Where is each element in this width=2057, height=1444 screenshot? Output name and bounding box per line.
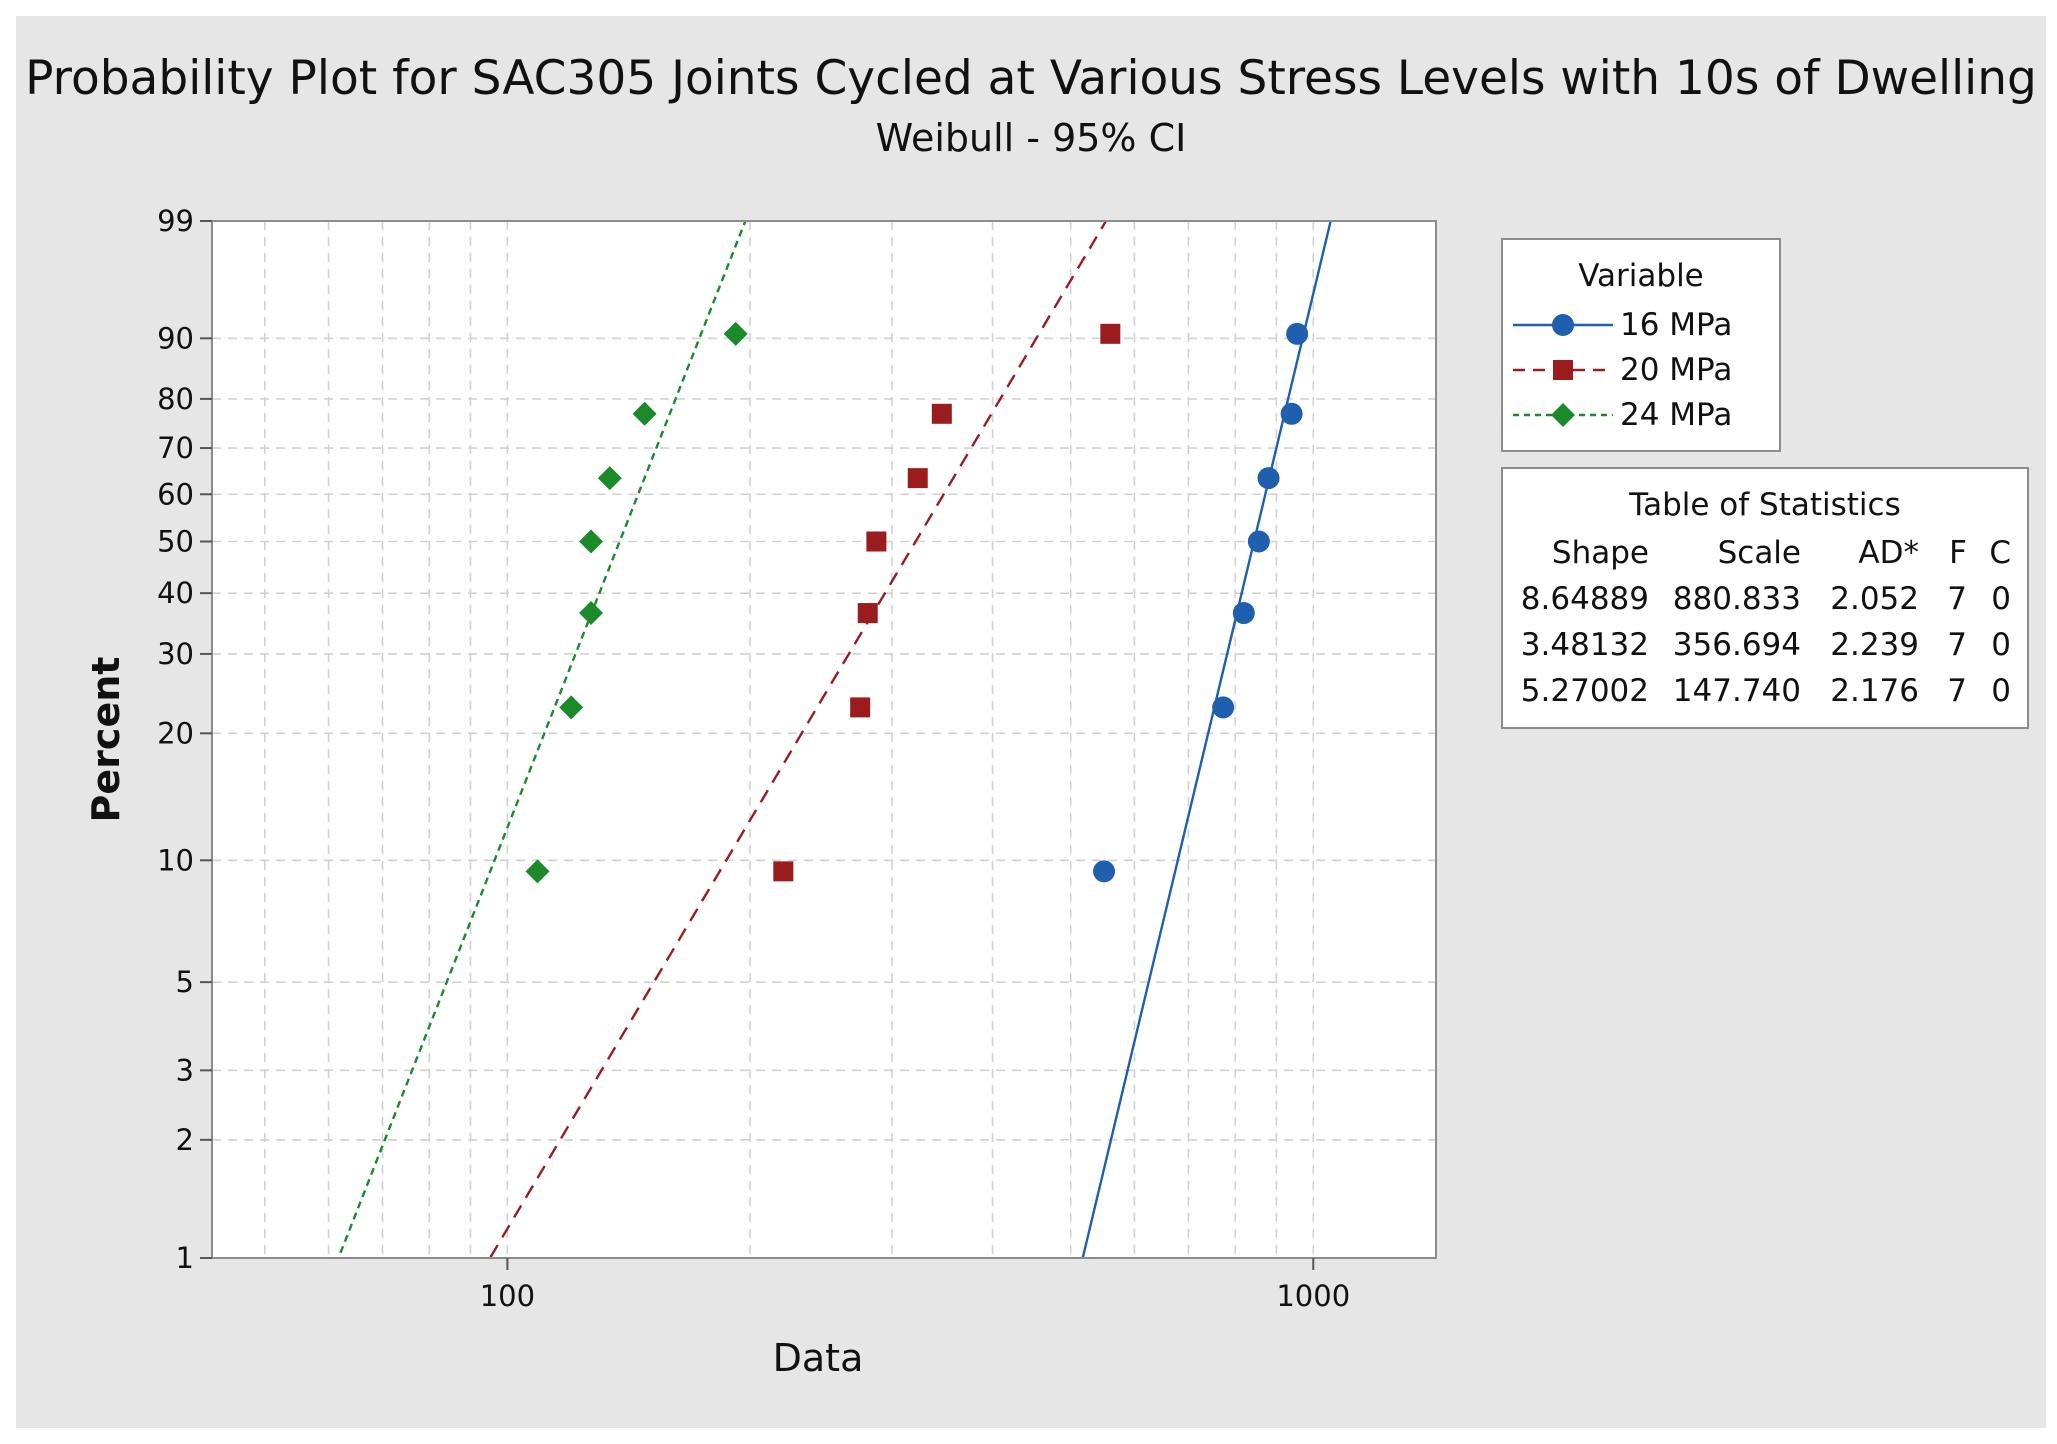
point-20-mpa xyxy=(1100,323,1121,344)
stats-cell: 880.833 xyxy=(1672,581,1801,617)
stats-cell: 7 xyxy=(1947,673,1967,709)
y-tick-label: 1 xyxy=(176,1241,194,1275)
gridlines xyxy=(212,221,1436,1258)
point-24-mpa xyxy=(723,321,748,346)
x-tick-label: 1000 xyxy=(1276,1279,1350,1313)
point-24-mpa xyxy=(579,529,604,554)
stats-cell: 2.239 xyxy=(1830,627,1919,663)
point-24-mpa xyxy=(579,601,604,626)
y-tick-label: 3 xyxy=(176,1053,194,1087)
y-axis-ticks: 1 2 3 5 10 20 30 40 50 60 70 80 90 99 xyxy=(157,204,212,1275)
point-16-mpa xyxy=(1247,530,1270,553)
stats-cell: 3.48132 xyxy=(1520,627,1649,663)
point-16-mpa xyxy=(1232,602,1255,625)
y-tick-label: 50 xyxy=(157,524,194,558)
point-24-mpa xyxy=(559,695,584,720)
legend-swatch-20mpa xyxy=(1513,360,1613,380)
stats-cell: 2.176 xyxy=(1830,673,1919,709)
stats-cell: 5.27002 xyxy=(1520,673,1649,709)
stats-cell: 8.64889 xyxy=(1520,581,1649,617)
legend-swatch-24mpa xyxy=(1513,403,1613,427)
legend-label-24mpa: 24 MPa xyxy=(1620,397,1733,433)
legend-title: Variable xyxy=(1578,258,1704,294)
y-tick-label: 99 xyxy=(157,204,194,238)
point-24-mpa xyxy=(525,859,550,884)
stats-header-shape: Shape xyxy=(1551,535,1649,571)
legend: Variable 16 MPa 20 MPa 24 MPa xyxy=(1501,238,1781,452)
y-tick-label: 5 xyxy=(176,965,194,999)
y-tick-label: 20 xyxy=(157,716,194,750)
stats-header-c: C xyxy=(1989,535,2011,571)
y-tick-label: 2 xyxy=(176,1123,194,1157)
stats-header-scale: Scale xyxy=(1717,535,1801,571)
point-16-mpa xyxy=(1280,402,1303,425)
point-20-mpa xyxy=(773,861,794,882)
chart-svg: Probability Plot for SAC305 Joints Cycle… xyxy=(25,51,2037,1380)
point-24-mpa xyxy=(632,401,657,426)
chart-frame: Probability Plot for SAC305 Joints Cycle… xyxy=(16,16,2046,1428)
chart-subtitle: Weibull - 95% CI xyxy=(876,116,1187,160)
point-24-mpa xyxy=(597,466,622,491)
point-20-mpa xyxy=(857,603,878,624)
y-tick-label: 70 xyxy=(157,431,194,465)
stats-cell: 0 xyxy=(1991,627,2011,663)
y-tick-label: 30 xyxy=(157,637,194,671)
fit-line-24-mpa xyxy=(337,221,747,1258)
point-20-mpa xyxy=(907,468,928,489)
stats-table-title: Table of Statistics xyxy=(1629,487,1901,523)
stats-header-ad: AD* xyxy=(1858,535,1919,571)
chart-title: Probability Plot for SAC305 Joints Cycle… xyxy=(25,51,2037,106)
point-20-mpa xyxy=(931,403,952,424)
y-axis-label: Percent xyxy=(84,657,128,823)
legend-label-16mpa: 16 MPa xyxy=(1620,307,1733,343)
y-tick-label: 80 xyxy=(157,382,194,416)
stats-cell: 7 xyxy=(1947,581,1967,617)
stats-cell: 7 xyxy=(1947,627,1967,663)
fit-line-16-mpa xyxy=(1081,221,1332,1258)
y-tick-label: 10 xyxy=(157,843,194,877)
point-20-mpa xyxy=(850,697,871,718)
stats-cell: 0 xyxy=(1991,673,2011,709)
point-16-mpa xyxy=(1212,696,1235,719)
stats-cell: 356.694 xyxy=(1672,627,1801,663)
fit-lines xyxy=(337,221,1332,1258)
point-16-mpa xyxy=(1093,860,1116,883)
point-16-mpa xyxy=(1286,322,1309,345)
plot-area xyxy=(212,221,1436,1258)
y-tick-label: 90 xyxy=(157,321,194,355)
point-16-mpa xyxy=(1257,467,1280,490)
y-tick-label: 60 xyxy=(157,477,194,511)
stats-header-f: F xyxy=(1949,535,1967,571)
stats-cell: 147.740 xyxy=(1672,673,1801,709)
x-axis-ticks: 100 1000 xyxy=(480,1258,1350,1313)
point-20-mpa xyxy=(866,531,887,552)
x-tick-label: 100 xyxy=(480,1279,535,1313)
stats-table: Table of Statistics Shape Scale AD* F C … xyxy=(1501,467,2029,729)
plot-border xyxy=(211,220,1437,1259)
legend-swatch-16mpa xyxy=(1513,314,1613,336)
data-points xyxy=(525,321,1309,884)
stats-cell: 0 xyxy=(1991,581,2011,617)
x-axis-label: Data xyxy=(773,1336,864,1380)
stats-cell: 2.052 xyxy=(1830,581,1919,617)
y-tick-label: 40 xyxy=(157,576,194,610)
legend-label-20mpa: 20 MPa xyxy=(1620,352,1733,388)
